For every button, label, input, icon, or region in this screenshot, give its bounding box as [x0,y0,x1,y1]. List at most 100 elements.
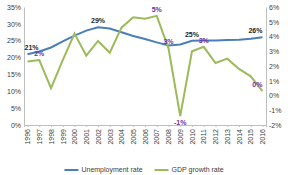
data-label: 5% [152,6,163,13]
data-label: 0% [252,81,263,88]
tick-label: 2010 [189,129,196,145]
tick: -2% [266,122,281,129]
tick-label: 15% [7,71,21,78]
tick-label: 2001 [83,129,90,145]
tick: 2003 [106,125,113,145]
tick-mark [98,125,99,127]
tick: 15% [7,71,24,78]
tick-mark [133,125,134,127]
axis-line [266,8,267,126]
tick-mark [251,125,252,127]
tick: 2007 [153,125,160,145]
tick-label: 2006 [142,129,149,145]
tick-mark [192,125,193,127]
tick-mark [39,125,40,127]
data-labels: 21%29%25%26%2%5%3%-1%3%0% [25,6,264,126]
tick: 2011 [200,125,207,144]
tick-mark [168,125,169,127]
tick: 1999 [60,125,67,145]
tick: 2006 [142,125,149,145]
tick-label: 2013 [224,129,231,145]
tick: 35% [7,4,24,11]
tick-label: 1997 [36,129,43,145]
tick: 1998 [48,125,55,145]
tick: 2005 [130,125,137,145]
data-label: 26% [248,27,263,34]
lines [28,16,263,116]
legend: Unemployment rate GDP growth rate [64,166,223,174]
tick-mark [75,125,76,127]
tick: 2016 [259,125,266,145]
tick: -1% [266,107,281,114]
tick-label: 2016 [259,129,266,145]
tick: 5% [11,105,24,112]
tick-mark [145,125,146,127]
tick-label: 3% [269,48,279,55]
tick-label: 1996 [24,129,31,145]
tick-label: 20% [7,54,21,61]
tick: 2001 [83,125,90,145]
tick: 2015 [247,125,254,145]
tick-label: 1% [269,77,279,84]
tick-label: 6% [269,4,279,11]
tick-label: 2005 [130,129,137,145]
tick: 20% [7,54,24,61]
tick: 2012 [212,125,219,145]
tick: 2010 [189,125,196,145]
legend-label: Unemployment rate [81,166,142,174]
tick-mark [157,125,158,127]
tick-mark [227,125,228,127]
tick-label: 2011 [200,129,207,144]
tick: 4% [266,33,279,40]
tick-mark [86,125,87,127]
tick-label: 2000 [71,129,78,145]
legend-swatch [155,169,169,171]
legend-label: GDP growth rate [172,166,224,174]
tick: 3% [266,48,279,55]
tick-label: -2% [269,122,281,129]
data-label: 29% [91,17,106,24]
tick-label: 0% [269,92,279,99]
data-label: 3% [199,37,210,44]
legend-swatch [64,169,78,171]
data-label: -1% [174,119,187,126]
y-axis: 0%5%10%15%20%25%30%35% [7,4,25,129]
tick: 2008 [165,125,172,145]
data-label: 2% [34,50,45,57]
tick-label: 10% [7,88,21,95]
tick: 2% [266,63,279,70]
tick-mark [51,125,52,127]
series-line [28,27,263,54]
tick-mark [28,125,29,127]
tick: 6% [266,4,279,11]
tick-mark [239,125,240,127]
chart: 0%5%10%15%20%25%30%35%-2%-1%0%1%2%3%4%5%… [0,0,288,175]
tick-label: 2004 [118,129,125,145]
tick: 25% [7,37,24,44]
tick-label: 2012 [212,129,219,145]
tick: 2002 [95,125,102,145]
tick-mark [110,125,111,127]
tick-label: 2007 [153,129,160,145]
series-line [28,16,263,116]
x-axis: 1996 1997 1998 1999 2000 2001 2002 2003 2004 2005… [24,125,266,145]
tick: 2009 [177,125,184,145]
tick-label: 0% [11,122,21,129]
tick-label: -1% [269,107,281,114]
tick: 1996 [24,125,31,145]
tick-label: 2014 [236,129,243,145]
tick-label: 1999 [60,129,67,145]
tick: 0% [266,92,279,99]
tick-label: 1998 [48,129,55,145]
tick: 0% [11,122,24,129]
tick: 1997 [36,125,43,145]
tick-label: 25% [7,37,21,44]
tick-label: 2009 [177,129,184,145]
y2-axis: -2%-1%0%1%2%3%4%5%6% [266,4,281,129]
legend-item: GDP growth rate [155,166,224,174]
plot: 0%5%10%15%20%25%30%35%-2%-1%0%1%2%3%4%5%… [7,4,281,145]
tick-mark [122,125,123,127]
tick: 2014 [236,125,243,145]
tick-mark [63,125,64,127]
tick-label: 35% [7,4,21,11]
